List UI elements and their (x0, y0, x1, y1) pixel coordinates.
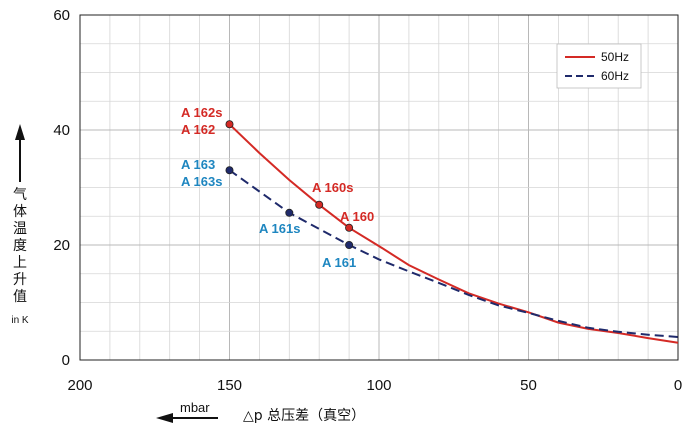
x-axis-unit: mbar (180, 400, 210, 415)
data-point-marker (345, 240, 354, 249)
legend-label-50hz: 50Hz (601, 50, 629, 64)
data-point-marker (225, 120, 234, 129)
point-annotation: A 163 (181, 157, 215, 172)
point-annotation: A 162s (181, 105, 222, 120)
y-axis-label-char: 值 (13, 289, 27, 305)
x-tick-label: 100 (366, 377, 391, 394)
x-axis-label: △p 总压差（真空） (243, 408, 365, 424)
y-axis-label-char: 上 (13, 255, 27, 271)
ticks-layer: 200 150 100 50 0 0 20 40 60 (53, 7, 682, 394)
y-axis-label-char: 升 (13, 272, 27, 288)
x-tick-label: 200 (67, 377, 92, 394)
x-tick-label: 0 (674, 377, 682, 394)
x-tick-label: 50 (520, 377, 537, 394)
data-point-marker (285, 208, 294, 217)
y-tick-label: 40 (53, 122, 70, 139)
legend-label-60hz: 60Hz (601, 69, 629, 83)
point-annotation: A 162 (181, 122, 215, 137)
y-tick-label: 20 (53, 237, 70, 254)
y-axis-label-char: 气 (13, 187, 27, 203)
y-axis-label-char: 度 (13, 238, 27, 254)
data-point-marker (225, 166, 234, 175)
data-point-marker (345, 223, 354, 232)
y-tick-label: 60 (53, 7, 70, 24)
x-axis-title: mbar △p 总压差（真空） (156, 400, 365, 424)
point-annotation: A 163s (181, 174, 222, 189)
point-annotation: A 160 (340, 209, 374, 224)
y-axis-label-char: 体 (13, 204, 27, 220)
x-axis-arrow-head (156, 413, 173, 423)
y-axis-label-char: 温 (13, 221, 27, 237)
annotations-layer: A 162s A 162 A 163 A 163s A 160s A 160 A 161s A… (181, 105, 374, 270)
data-point-marker (315, 200, 324, 209)
markers-layer (225, 120, 354, 249)
y-axis-arrow-head (15, 124, 25, 140)
x-tick-label: 150 (217, 377, 242, 394)
series-line-60hz (228, 169, 679, 338)
legend-box (556, 43, 642, 89)
plot-frame (79, 14, 679, 361)
legend: 50Hz 60Hz (556, 43, 642, 89)
point-annotation: A 161s (259, 221, 300, 236)
y-tick-label: 0 (62, 352, 70, 369)
y-axis-unit: in K (11, 315, 29, 326)
point-annotation: A 160s (312, 180, 353, 195)
series-line-50hz (228, 123, 679, 344)
point-annotation: A 161 (322, 255, 356, 270)
series-layer (228, 123, 679, 344)
